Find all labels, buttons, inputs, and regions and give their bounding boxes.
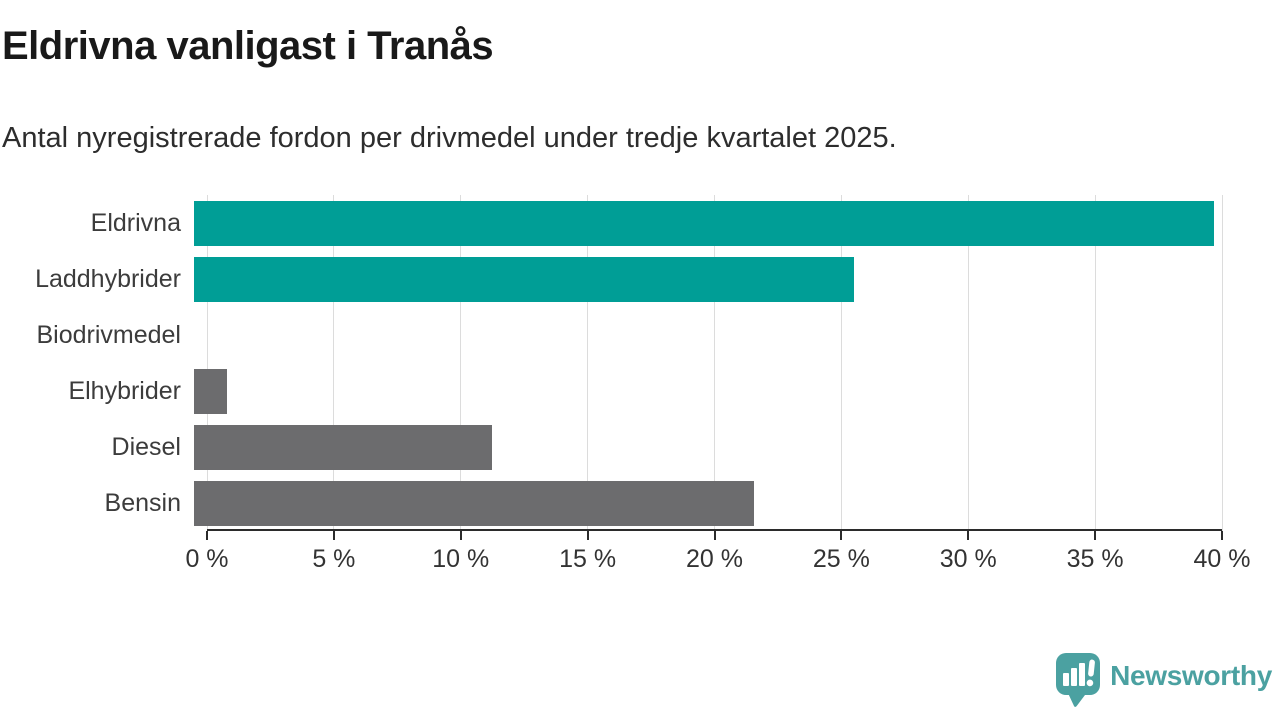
bar-elhybrider: [194, 368, 228, 414]
gridline-10: [460, 195, 462, 531]
gridline-15: [587, 195, 589, 531]
logo-bar-small: [1063, 673, 1070, 686]
newsworthy-logo: Newsworthy: [1055, 653, 1272, 708]
bar-track: [194, 200, 1222, 246]
logo-exclamation-mark: [1086, 659, 1095, 687]
gridline-30: [967, 195, 969, 531]
logo-bar-tall: [1079, 663, 1086, 686]
logo-bar-medium: [1071, 668, 1078, 686]
category-label: Laddhybrider: [35, 264, 181, 293]
category-label: Eldrivna: [90, 208, 181, 237]
chart-row: Bensin: [0, 475, 1222, 531]
gridline-0: [206, 195, 208, 531]
bar-bensin: [194, 480, 755, 526]
chart-title: Eldrivna vanligast i Tranås: [2, 24, 494, 68]
category-label: Elhybrider: [68, 376, 181, 405]
gridline-5: [333, 195, 335, 531]
chart-row: Eldrivna: [0, 195, 1222, 251]
category-label: Diesel: [111, 432, 181, 461]
axis-tick-label-20: 20 %: [686, 545, 743, 573]
chart-row: Diesel: [0, 419, 1222, 475]
axis-tick-30: [967, 531, 970, 540]
newsworthy-speech-bubble-icon: [1056, 653, 1101, 708]
axis-tick-label-25: 25 %: [812, 545, 870, 573]
x-axis-line: [207, 529, 1222, 531]
gridline-25: [840, 195, 842, 531]
bar-track: [194, 256, 1222, 302]
axis-tick-0: [206, 531, 208, 540]
axis-tick-label-10: 10 %: [432, 545, 490, 573]
axis-tick-25: [840, 531, 843, 540]
bar-diesel: [194, 424, 493, 470]
bar-track: [194, 368, 1222, 414]
axis-tick-label-5: 5 %: [312, 545, 356, 573]
bar-laddhybrider: [194, 256, 855, 302]
axis-tick-label-35: 35 %: [1066, 545, 1124, 573]
x-axis-tick-labels: 0 % 5 % 10 % 15 % 20 % 25 % 30 % 35 % 40 %: [185, 545, 1250, 577]
bar-chart: Eldrivna Laddhybrider Biodrivmedel Elhybrid…: [0, 195, 1250, 573]
bar-track: [194, 313, 1222, 358]
x-axis-ticks: [206, 531, 1223, 540]
category-label: Bensin: [104, 488, 181, 517]
axis-tick-40: [1221, 531, 1223, 540]
plot-gridlines: [206, 195, 1223, 531]
axis-tick-label-15: 15 %: [559, 545, 617, 573]
chart-row: Biodrivmedel: [0, 307, 1222, 363]
chart-subtitle: Antal nyregistrerade fordon per drivmede…: [2, 122, 897, 154]
axis-tick-label-30: 30 %: [939, 545, 997, 573]
bar-rows: Eldrivna Laddhybrider Biodrivmedel Elhybrid…: [0, 195, 1222, 531]
category-label: Biodrivmedel: [36, 320, 181, 349]
axis-tick-label-40: 40 %: [1193, 545, 1251, 573]
bar-track: [194, 424, 1222, 470]
axis-tick-20: [713, 531, 716, 540]
newsworthy-logo-text: Newsworthy: [1110, 659, 1272, 691]
bar-eldrivna: [194, 200, 1215, 246]
gridline-20: [714, 195, 715, 531]
axis-tick-label-0: 0 %: [185, 545, 229, 573]
gridline-35: [1094, 195, 1096, 531]
chart-row: Laddhybrider: [0, 251, 1222, 307]
bar-track: [194, 480, 1222, 526]
chart-row: Elhybrider: [0, 363, 1222, 419]
axis-tick-15: [586, 531, 589, 540]
axis-tick-35: [1094, 531, 1097, 540]
axis-tick-10: [459, 531, 462, 540]
axis-tick-5: [332, 531, 335, 540]
gridline-40: [1221, 195, 1223, 531]
